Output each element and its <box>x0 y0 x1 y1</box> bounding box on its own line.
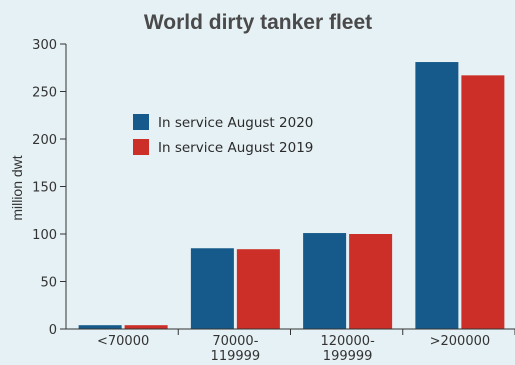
bar <box>124 325 168 329</box>
legend-label: In service August 2020 <box>158 115 313 131</box>
bar <box>349 234 393 329</box>
legend-swatch <box>133 139 149 155</box>
x-tick-label: 120000- <box>320 334 375 349</box>
legend-label: In service August 2019 <box>158 140 313 156</box>
legend-swatch <box>133 114 149 130</box>
y-tick-label: 50 <box>40 276 57 291</box>
y-tick-label: 300 <box>32 38 57 53</box>
y-axis-label: million dwt <box>9 155 25 220</box>
x-tick-label: <70000 <box>97 334 149 349</box>
legend: In service August 2020 In service August … <box>133 114 313 156</box>
bar <box>236 249 280 329</box>
y-tick-label: 250 <box>32 86 57 101</box>
bar <box>415 62 459 330</box>
bar <box>190 248 234 329</box>
y-axis: 0 50 100 150 200 250 300 <box>32 38 66 338</box>
y-tick-label: 100 <box>32 228 57 243</box>
y-tick-label: 0 <box>49 323 57 338</box>
y-tick-label: 150 <box>32 181 57 196</box>
bar <box>461 75 505 329</box>
x-tick-label: >200000 <box>430 334 491 349</box>
x-axis: <70000 70000-119999 120000-199999 >200000 <box>97 329 515 364</box>
bar <box>78 325 122 329</box>
x-tick-label: 119999 <box>211 349 261 364</box>
chart-title: World dirty tanker fleet <box>144 11 372 34</box>
x-tick-label: 70000- <box>212 334 258 349</box>
bars <box>78 62 505 330</box>
bar <box>303 233 347 329</box>
x-tick-label: 199999 <box>323 349 373 364</box>
y-tick-label: 200 <box>32 133 57 148</box>
